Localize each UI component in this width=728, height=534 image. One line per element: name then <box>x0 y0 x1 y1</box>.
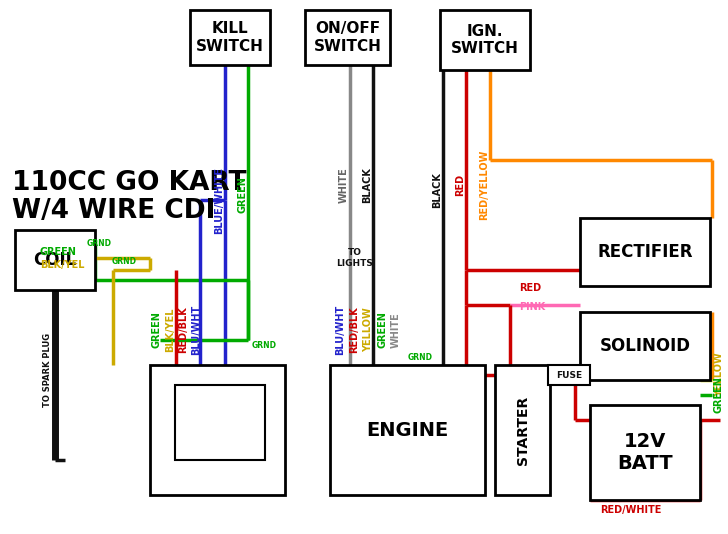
Text: CDI: CDI <box>199 420 237 439</box>
Bar <box>330 365 485 495</box>
Bar <box>190 10 270 65</box>
Text: BLU/WHT: BLU/WHT <box>335 305 345 355</box>
Text: STARTER: STARTER <box>515 395 529 465</box>
Text: RED/YELLOW: RED/YELLOW <box>479 150 489 220</box>
Text: BLK/YEL: BLK/YEL <box>165 308 175 352</box>
Text: YELLOW: YELLOW <box>363 308 373 352</box>
Bar <box>580 218 710 286</box>
Text: FUSE: FUSE <box>556 371 582 380</box>
Text: RED/BLK: RED/BLK <box>178 307 188 354</box>
Text: RECTIFIER: RECTIFIER <box>597 243 693 261</box>
Text: GREEN: GREEN <box>237 177 247 214</box>
Text: TO
LIGHTS: TO LIGHTS <box>336 248 373 268</box>
Text: WHITE: WHITE <box>339 167 349 203</box>
Text: BLUE/WHITE: BLUE/WHITE <box>214 167 224 233</box>
Text: GREEN: GREEN <box>40 247 77 257</box>
Text: GREEN: GREEN <box>714 376 724 413</box>
Text: SOLINOID: SOLINOID <box>599 337 690 355</box>
Text: 110CC GO KART
W/4 WIRE CDI: 110CC GO KART W/4 WIRE CDI <box>12 170 247 224</box>
Text: WHITE: WHITE <box>391 312 401 348</box>
Text: GRND: GRND <box>252 341 277 349</box>
Bar <box>548 365 590 385</box>
Text: RED/WHITE: RED/WHITE <box>600 505 661 515</box>
Bar <box>590 405 700 500</box>
Text: BLACK: BLACK <box>432 172 442 208</box>
Text: IGN.
SWITCH: IGN. SWITCH <box>451 24 519 56</box>
Text: GREEN: GREEN <box>152 311 162 349</box>
Text: GREEN: GREEN <box>377 311 387 349</box>
Text: ENGINE: ENGINE <box>366 420 448 439</box>
Text: GRND: GRND <box>87 239 112 247</box>
Text: KILL
SWITCH: KILL SWITCH <box>196 21 264 54</box>
Text: PINK: PINK <box>519 302 545 312</box>
Bar <box>580 312 710 380</box>
Text: RED: RED <box>519 283 541 293</box>
Text: GRND: GRND <box>408 354 433 363</box>
Bar <box>175 385 265 460</box>
Bar <box>150 365 285 495</box>
Bar <box>495 365 550 495</box>
Text: GRND: GRND <box>112 257 137 266</box>
Text: ON/OFF
SWITCH: ON/OFF SWITCH <box>314 21 381 54</box>
Text: 12V
BATT: 12V BATT <box>617 432 673 473</box>
Text: RED/BLK: RED/BLK <box>349 307 359 354</box>
Text: BLU/WHT: BLU/WHT <box>191 305 201 355</box>
Text: RED: RED <box>455 174 465 196</box>
Text: BLK/YEL: BLK/YEL <box>40 260 84 270</box>
Text: YELLOW: YELLOW <box>714 352 724 397</box>
Bar <box>15 230 95 290</box>
Bar <box>440 10 530 70</box>
Text: TO SPARK PLUG: TO SPARK PLUG <box>44 333 52 407</box>
Bar <box>305 10 390 65</box>
Text: BLACK: BLACK <box>362 167 372 203</box>
Text: COIL: COIL <box>33 251 76 269</box>
